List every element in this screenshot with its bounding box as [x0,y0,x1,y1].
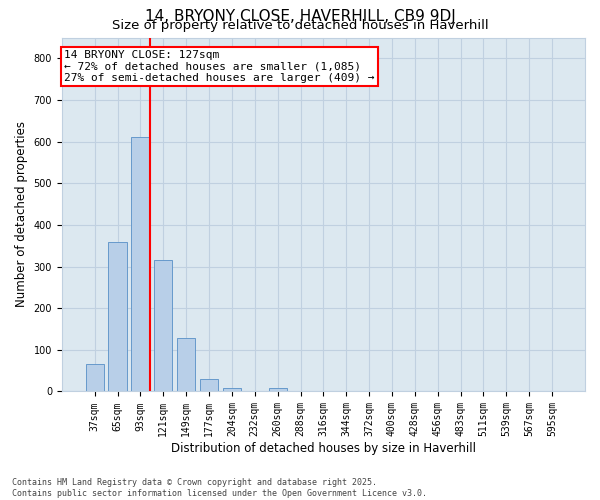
Bar [177,338,196,392]
X-axis label: Distribution of detached houses by size in Haverhill: Distribution of detached houses by size … [171,442,476,455]
Text: Size of property relative to detached houses in Haverhill: Size of property relative to detached ho… [112,19,488,32]
Bar [200,379,218,392]
Bar [223,388,241,392]
Text: 14 BRYONY CLOSE: 127sqm
← 72% of detached houses are smaller (1,085)
27% of semi: 14 BRYONY CLOSE: 127sqm ← 72% of detache… [64,50,375,83]
Text: 14, BRYONY CLOSE, HAVERHILL, CB9 9DJ: 14, BRYONY CLOSE, HAVERHILL, CB9 9DJ [145,9,455,24]
Bar [131,138,149,392]
Bar [109,242,127,392]
Text: Contains HM Land Registry data © Crown copyright and database right 2025.
Contai: Contains HM Land Registry data © Crown c… [12,478,427,498]
Bar [154,260,172,392]
Bar [86,364,104,392]
Bar [269,388,287,392]
Y-axis label: Number of detached properties: Number of detached properties [15,122,28,308]
